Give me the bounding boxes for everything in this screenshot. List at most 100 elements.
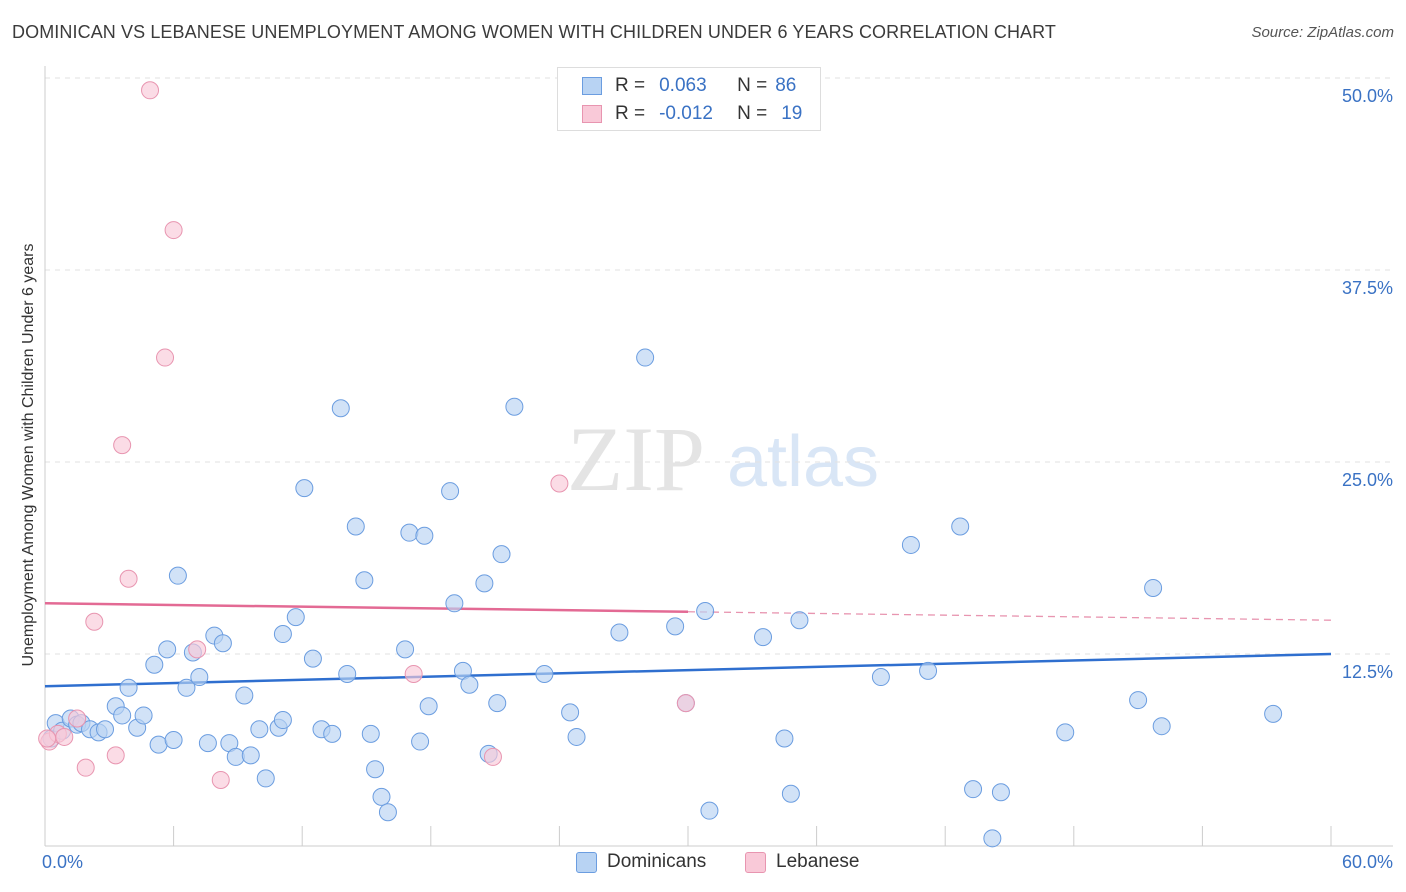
legend-item-lebanese: Lebanese	[745, 851, 859, 873]
y-tick-label: 50.0%	[1341, 86, 1393, 106]
dominicans-point	[790, 611, 809, 630]
legend-swatch-lebanese	[582, 105, 602, 123]
dominicans-point	[177, 678, 196, 697]
dominicans-point	[567, 727, 586, 746]
dominicans-point	[273, 625, 292, 644]
dominicans-point	[696, 601, 715, 620]
dominicans-point	[419, 697, 438, 716]
lebanese-point	[188, 640, 207, 659]
dominicans-point	[145, 655, 164, 674]
dominicans-point	[700, 801, 719, 820]
dominicans-point	[919, 661, 938, 680]
dominicans-point	[983, 829, 1002, 848]
dominicans-point	[475, 574, 494, 593]
dominicans-point	[505, 397, 524, 416]
dominicans-point	[295, 479, 314, 498]
lebanese-point	[68, 709, 87, 728]
dominicans-point	[492, 545, 511, 564]
legend-r-label: R =	[615, 103, 646, 124]
y-tick-label: 12.5%	[1341, 662, 1393, 682]
dominicans-point	[241, 746, 260, 765]
dominicans-point	[113, 706, 132, 725]
dominicans-point	[134, 706, 153, 725]
legend-row-dominicans: R = 0.063 N = 86	[582, 73, 796, 99]
dominicans-point	[964, 780, 983, 799]
dominicans-point	[355, 571, 374, 590]
dominicans-point	[366, 760, 385, 779]
dominicans-point	[535, 664, 554, 683]
lebanese-point	[483, 747, 502, 766]
dominicans-point	[372, 787, 391, 806]
dominicans-point	[361, 724, 380, 743]
legend-n-value: 86	[775, 75, 797, 96]
data-points	[38, 81, 1283, 848]
dominicans-point	[460, 675, 479, 694]
dominicans-point	[213, 634, 232, 653]
lebanese-point	[676, 694, 695, 713]
lebanese-point	[76, 758, 95, 777]
dominicans-point	[119, 678, 138, 697]
lebanese-trend-line	[44, 602, 689, 614]
lebanese-point	[106, 746, 125, 765]
lebanese-point	[141, 81, 160, 100]
legend-n-value: 19	[781, 103, 803, 124]
legend-n-label: N =	[737, 75, 768, 96]
dominicans-point	[445, 594, 464, 613]
dominicans-point	[168, 566, 187, 585]
dominicans-point	[1152, 717, 1171, 736]
dominicans-point	[198, 734, 217, 753]
chart-title: DOMINICAN VS LEBANESE UNEMPLOYMENT AMONG…	[12, 22, 1057, 42]
lebanese-point	[404, 664, 423, 683]
legend-r-value: 0.063	[659, 75, 707, 96]
dominicans-point	[871, 668, 890, 687]
dominicans-point	[1129, 691, 1148, 710]
dominicans-point	[411, 732, 430, 751]
axes	[44, 66, 1393, 847]
lebanese-point	[211, 770, 230, 789]
x-tick-label-max: 60.0%	[1341, 852, 1393, 872]
y-tick-label: 25.0%	[1341, 470, 1393, 490]
dominicans-point	[754, 628, 773, 647]
y-tick-label: 37.5%	[1341, 278, 1393, 298]
dominicans-point	[323, 724, 342, 743]
dominicans-point	[338, 664, 357, 683]
dominicans-point	[331, 399, 350, 418]
dominicans-point	[1264, 704, 1283, 723]
dominicans-point	[96, 720, 115, 739]
dominicans-point	[991, 783, 1010, 802]
lebanese-point	[119, 569, 138, 588]
series-legend: Dominicans Lebanese	[0, 851, 1406, 877]
source-credit: Source: ZipAtlas.com	[1251, 24, 1394, 41]
dominicans-point	[951, 517, 970, 536]
lebanese-point	[113, 436, 132, 455]
dominicans-point	[396, 640, 415, 659]
dominicans-point	[378, 803, 397, 822]
dominicans-point	[441, 482, 460, 501]
dominicans-point	[781, 784, 800, 803]
dominicans-point	[286, 608, 305, 627]
lebanese-point	[55, 727, 74, 746]
dominicans-point	[610, 623, 629, 642]
dominicans-point	[415, 526, 434, 545]
lebanese-trend-line-dashed	[687, 611, 1332, 621]
lebanese-point	[85, 612, 104, 631]
dominicans-point	[273, 711, 292, 730]
legend-swatch-dominicans	[576, 851, 597, 873]
dominicans-point	[636, 348, 655, 367]
dominicans-trend-line	[44, 652, 1332, 688]
dominicans-point	[561, 703, 580, 722]
stats-legend: R = 0.063 N = 86 R = -0.012 N = 19	[557, 67, 821, 131]
trend-lines	[44, 602, 1332, 688]
dominicans-point	[250, 720, 269, 739]
dominicans-point	[346, 517, 365, 536]
legend-label-dominicans: Dominicans	[607, 851, 707, 872]
legend-label-lebanese: Lebanese	[776, 851, 860, 872]
lebanese-point	[550, 474, 569, 493]
legend-n-label: N =	[737, 103, 768, 124]
y-axis-label: Unemployment Among Women with Children U…	[20, 243, 37, 667]
lebanese-point	[156, 348, 175, 367]
dominicans-point	[235, 686, 254, 705]
x-tick-label-min: 0.0%	[42, 852, 84, 872]
lebanese-point	[38, 729, 57, 748]
